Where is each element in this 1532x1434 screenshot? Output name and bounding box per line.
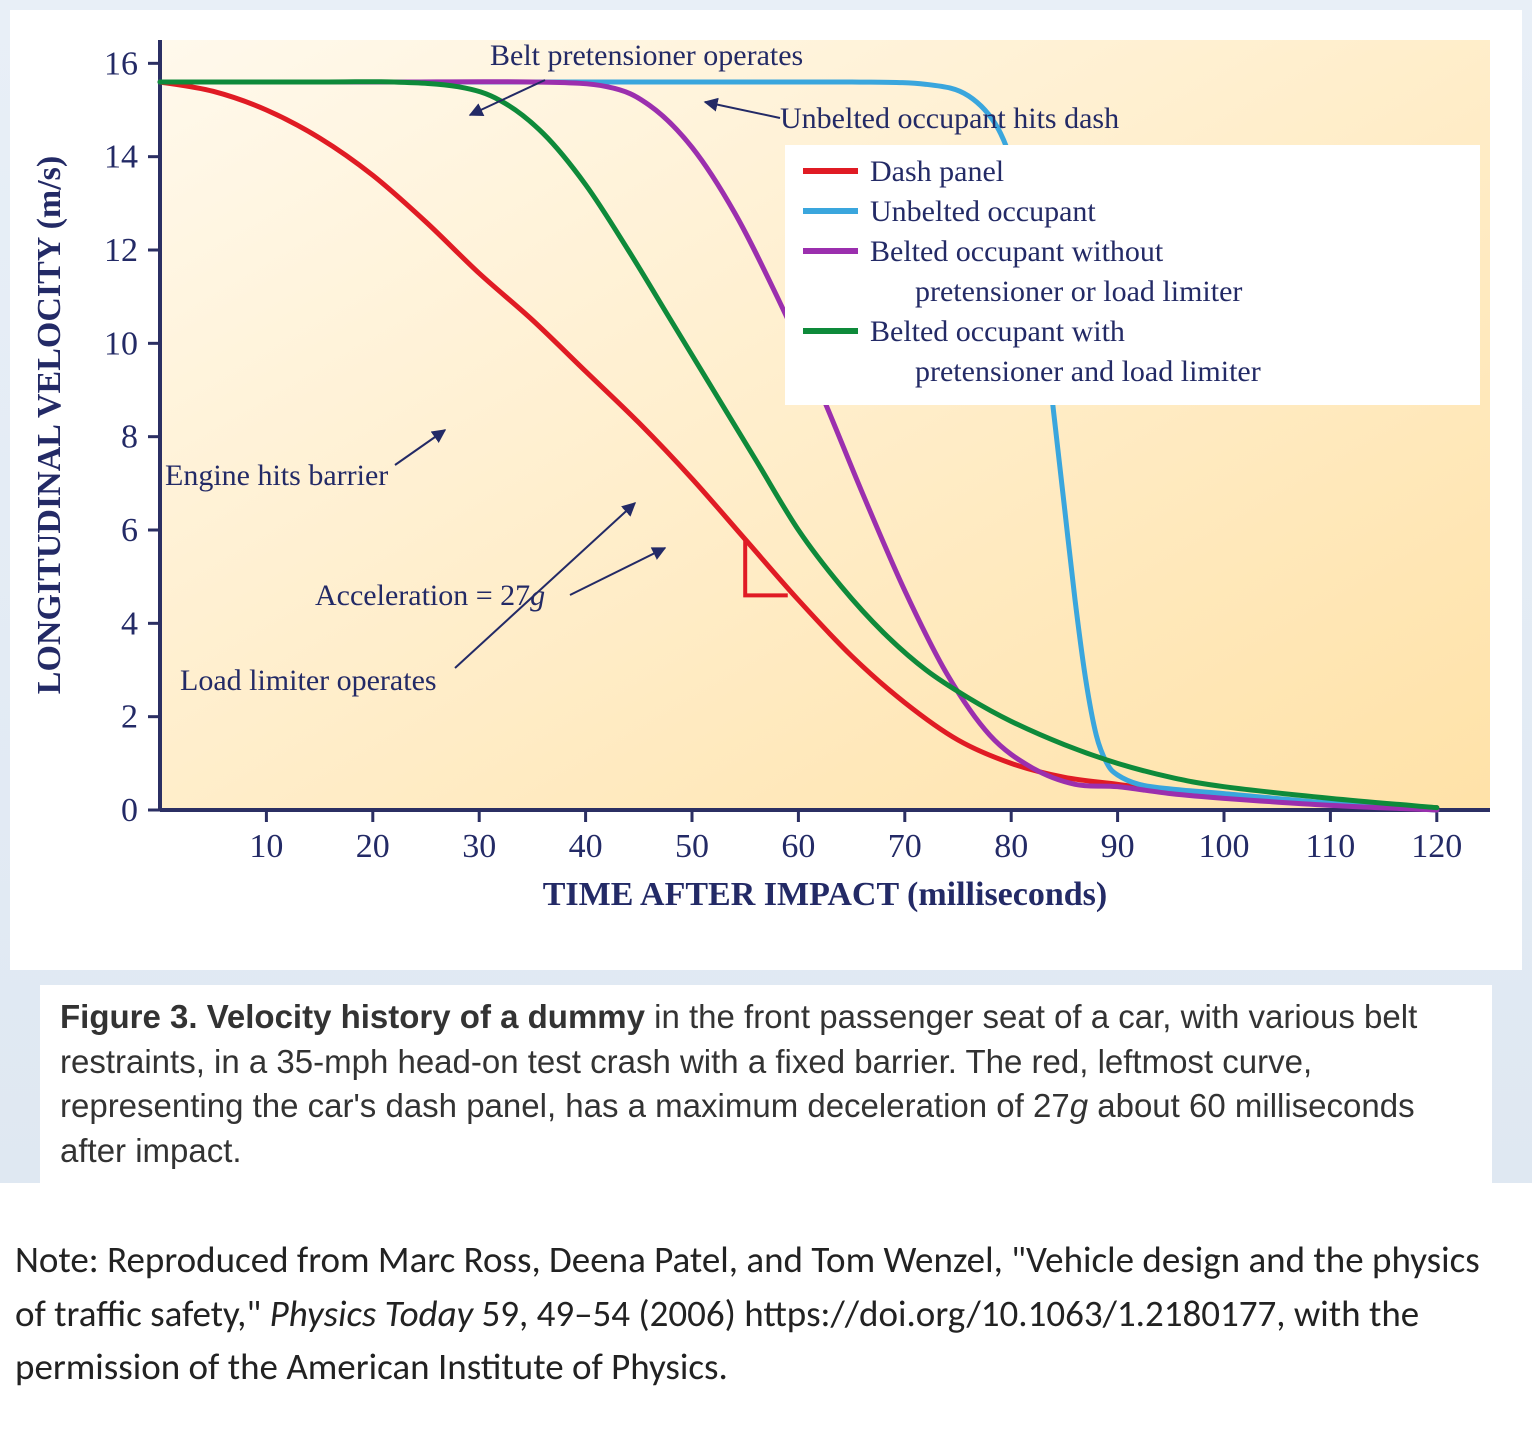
svg-text:100: 100: [1199, 828, 1250, 865]
svg-text:30: 30: [462, 828, 496, 865]
svg-text:60: 60: [781, 828, 815, 865]
svg-text:90: 90: [1101, 828, 1135, 865]
annotation-accel: Acceleration = 27g: [315, 579, 545, 612]
svg-text:40: 40: [569, 828, 603, 865]
svg-text:TIME AFTER IMPACT (millisecond: TIME AFTER IMPACT (milliseconds): [543, 876, 1108, 913]
figure-panel: 0 2 4 6 8 10 12 14 16 10 20 30 40 50 60 70 80 90 100 110 120…: [0, 0, 1532, 1183]
figure-caption: Figure 3. Velocity history of a dummy in…: [40, 985, 1492, 1183]
svg-text:12: 12: [104, 232, 138, 269]
svg-text:20: 20: [356, 828, 390, 865]
annotation-engine: Engine hits barrier: [165, 459, 388, 492]
svg-text:120: 120: [1411, 828, 1462, 865]
legend-label-belted_with: pretensioner and load limiter: [915, 355, 1261, 388]
svg-text:16: 16: [104, 45, 138, 82]
svg-text:4: 4: [121, 605, 138, 642]
annotation-unbelted_dash: Unbelted occupant hits dash: [780, 102, 1119, 135]
caption-g-italic: g: [1070, 1087, 1088, 1124]
svg-text:6: 6: [121, 512, 138, 549]
note-journal: Physics Today: [270, 1291, 474, 1336]
annotation-pretensioner: Belt pretensioner operates: [490, 39, 803, 72]
svg-text:110: 110: [1306, 828, 1356, 865]
svg-text:80: 80: [994, 828, 1028, 865]
velocity-chart: 0 2 4 6 8 10 12 14 16 10 20 30 40 50 60 70 80 90 100 110 120…: [10, 10, 1522, 970]
legend-label-unbelted: Unbelted occupant: [870, 195, 1096, 228]
annotation-load_limiter: Load limiter operates: [180, 664, 437, 697]
svg-text:8: 8: [121, 419, 138, 456]
svg-text:14: 14: [104, 139, 138, 176]
legend-label-belted_no: Belted occupant without: [870, 235, 1164, 268]
svg-text:50: 50: [675, 828, 709, 865]
svg-text:LONGITUDINAL VELOCITY (m/s): LONGITUDINAL VELOCITY (m/s): [31, 156, 68, 694]
svg-text:70: 70: [888, 828, 922, 865]
svg-text:10: 10: [249, 828, 283, 865]
svg-text:10: 10: [104, 325, 138, 362]
svg-text:0: 0: [121, 792, 138, 829]
legend-label-belted_no: pretensioner or load limiter: [915, 275, 1242, 308]
reproduction-note: Note: Reproduced from Marc Ross, Deena P…: [0, 1203, 1532, 1434]
svg-text:2: 2: [121, 699, 138, 736]
caption-label: Figure 3. Velocity history of a dummy: [60, 998, 645, 1035]
legend-label-dash: Dash panel: [870, 155, 1004, 188]
chart-container: 0 2 4 6 8 10 12 14 16 10 20 30 40 50 60 70 80 90 100 110 120…: [10, 10, 1522, 970]
legend-label-belted_with: Belted occupant with: [870, 315, 1125, 348]
